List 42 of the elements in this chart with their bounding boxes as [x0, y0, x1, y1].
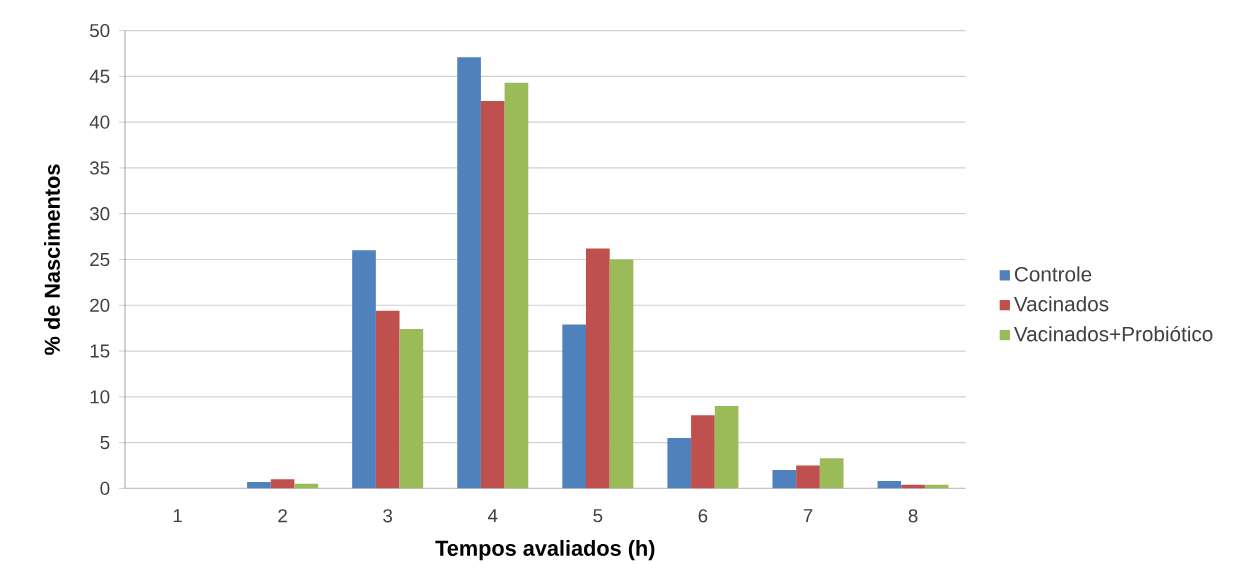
- bar: [457, 57, 481, 489]
- x-tick-label: 1: [173, 509, 182, 522]
- bar: [375, 310, 400, 489]
- y-axis-title: % de Nascimentos: [44, 164, 60, 355]
- bar: [399, 328, 424, 489]
- bar: [819, 458, 844, 489]
- bar: [772, 469, 797, 489]
- bar: [796, 465, 820, 489]
- y-tick-label: 20: [90, 298, 110, 312]
- bar: [270, 479, 295, 489]
- bar: [480, 100, 505, 489]
- x-tick-label: 7: [803, 509, 813, 522]
- bar: [247, 481, 271, 489]
- y-tick-label: 25: [90, 252, 110, 267]
- x-tick-label: 6: [698, 509, 708, 523]
- bar: [714, 405, 739, 489]
- x-tick-label: 2: [278, 509, 287, 523]
- y-tick-label: 15: [90, 344, 110, 358]
- x-tick-label: 8: [908, 509, 918, 523]
- legend-label: Vacinados: [1013, 296, 1109, 312]
- bar: [352, 250, 376, 489]
- y-tick-label: 0: [100, 481, 110, 495]
- y-tick-label: 5: [100, 435, 110, 450]
- y-tick-label: 40: [89, 115, 110, 129]
- bar: [562, 324, 586, 489]
- x-tick-label: 5: [593, 509, 603, 523]
- y-tick-label: 50: [90, 23, 110, 38]
- bar: [667, 437, 692, 489]
- bar: [609, 259, 634, 489]
- x-axis-title: Tempos avaliados (h): [435, 539, 655, 561]
- bar: [504, 82, 529, 489]
- legend-label: Controle: [1014, 266, 1092, 282]
- y-tick-label: 30: [89, 206, 110, 221]
- y-tick-label: 10: [90, 390, 110, 404]
- x-tick-label: 3: [383, 509, 393, 523]
- legend-label: Vacinados+Probiótico: [1013, 325, 1213, 342]
- bar: [691, 415, 715, 489]
- x-tick-label: 4: [487, 509, 498, 522]
- y-tick-label: 45: [89, 69, 110, 83]
- bar: [877, 480, 902, 489]
- y-tick-label: 35: [89, 161, 110, 175]
- bar: [586, 248, 610, 489]
